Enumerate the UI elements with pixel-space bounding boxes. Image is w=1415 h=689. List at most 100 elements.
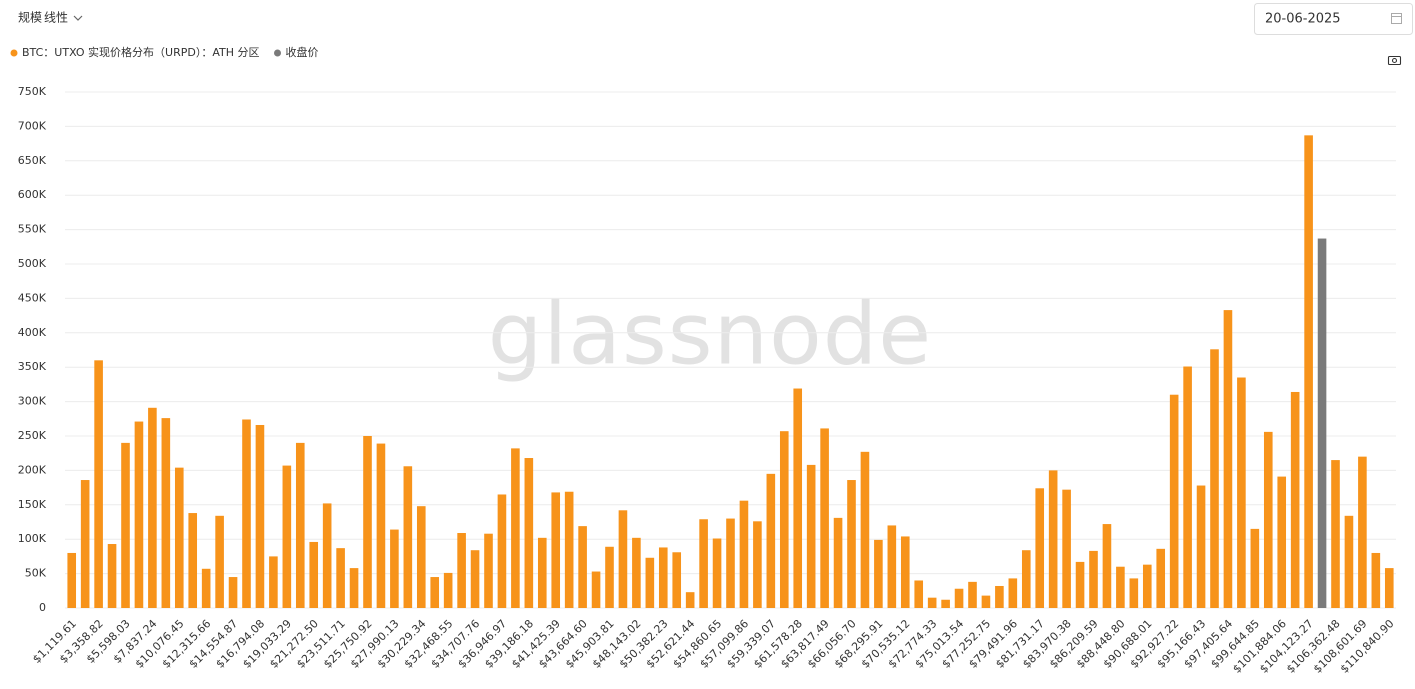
bar [1075,561,1085,608]
bar [1290,391,1300,608]
bar [618,510,628,608]
bar [524,458,534,608]
bar [968,581,977,608]
legend-dot [10,49,18,57]
y-tick-label: 350K [18,360,47,373]
bar [1102,524,1112,608]
bar [1384,568,1394,608]
bar [685,592,695,608]
bar [1021,550,1031,608]
bar [1129,578,1139,608]
bar [390,529,399,608]
bar [403,466,413,608]
bar [900,536,910,608]
bar [847,480,856,608]
y-tick-label: 750K [18,85,47,98]
y-tick-label: 500K [18,257,47,270]
bar [1331,460,1340,608]
bar [376,443,386,608]
bar [1089,550,1098,608]
bar [578,526,587,608]
y-tick-label: 700K [18,119,47,132]
bar [699,519,708,608]
bar [941,599,950,608]
bar [860,451,870,608]
y-tick-label: 200K [18,463,47,476]
watermark: glassnode [488,284,932,384]
bar [1344,515,1354,608]
bar [658,547,668,608]
bar [1048,470,1058,608]
bar [1196,485,1206,608]
camera-icon[interactable] [1387,55,1402,66]
bar [107,544,117,608]
bar [954,588,964,608]
bar [1035,488,1045,608]
bar [94,360,103,608]
legend-dot [274,49,282,57]
dropdown-chevron[interactable] [73,15,83,21]
bar [1008,578,1018,608]
bar [1062,489,1071,608]
bar [349,568,359,608]
y-tick-label: 400K [18,326,47,339]
bar [537,537,547,608]
bar [914,580,924,608]
bar [645,557,655,608]
bar [255,424,265,608]
bar [497,494,507,608]
bar [228,577,238,608]
bar [1371,552,1381,608]
bar [215,515,224,608]
bar [511,448,520,608]
bar [1169,394,1179,608]
bar [887,525,897,608]
bar [282,465,292,608]
bar [833,517,843,608]
bar [995,585,1004,608]
bar [80,480,90,608]
bar [336,548,345,608]
bar [161,418,171,608]
bar [416,506,426,608]
y-tick-label: 650K [18,154,47,167]
bar [121,442,130,608]
scale-label: 规模 [18,10,42,25]
bar [1237,377,1246,608]
bar [820,428,829,608]
bar [591,571,601,608]
bar [457,533,466,608]
calendar-icon[interactable] [1391,13,1402,24]
bar [443,572,453,608]
bar [672,552,682,608]
bar [874,539,883,608]
y-tick-label: 550K [18,223,47,236]
legend-label: BTC：UTXO 实现价格分布（URPD）：ATH 分区 [22,45,260,59]
bar [1263,431,1273,608]
bar [67,552,77,608]
bar [309,541,319,608]
date-text[interactable]: 20-06-2025 [1265,12,1341,27]
bar [1317,238,1327,608]
bar [1142,564,1152,608]
legend-label: 收盘价 [286,45,319,59]
bar [1223,310,1233,608]
scale-mode[interactable]: 线性 [44,11,68,25]
bar [1156,548,1166,608]
bar [1250,528,1260,608]
bar [1277,476,1287,608]
bar [632,537,641,608]
bar [1304,135,1313,608]
bar [726,518,735,608]
bar [766,473,776,608]
bar [430,577,440,608]
bar [295,442,305,608]
bar [242,419,251,608]
bar [712,538,722,608]
date-input[interactable] [1254,3,1413,35]
bar [1183,366,1192,608]
bar [981,595,991,608]
bar [484,533,493,608]
bar [1358,456,1367,608]
